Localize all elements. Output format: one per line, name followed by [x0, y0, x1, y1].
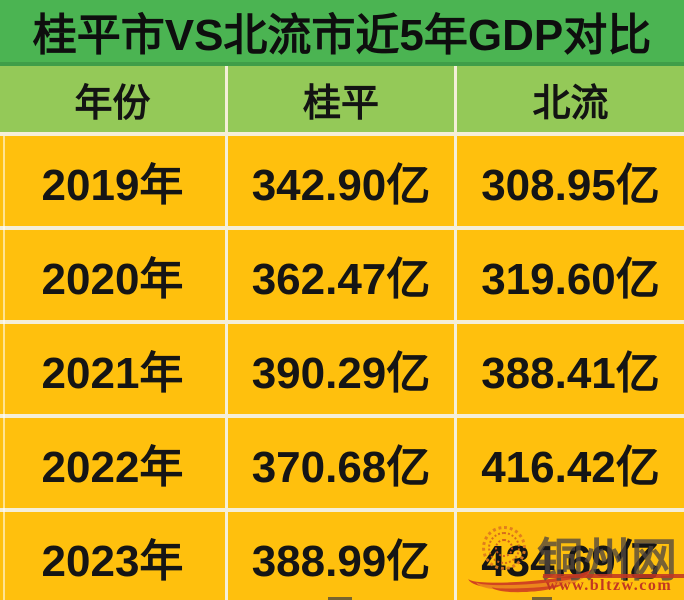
header-cell-beiliu: 北流: [457, 66, 684, 132]
title-separator: [0, 62, 684, 66]
guiping-value-cell: 370.68亿: [228, 418, 454, 508]
year-cell: 2020年: [0, 230, 225, 320]
year-cell: 2022年: [0, 418, 225, 508]
guiping-value-cell: 388.99亿: [228, 512, 454, 600]
guiping-value-cell: 342.90亿: [228, 136, 454, 226]
header-cell-year: 年份: [0, 66, 225, 132]
beiliu-value-cell: 416.42亿: [457, 418, 684, 508]
table-row: 2019年 342.90亿 308.95亿: [0, 136, 684, 226]
left-edge-grid-line: [3, 136, 5, 600]
year-cell: 2021年: [0, 324, 225, 414]
table-row: 2021年 390.29亿 388.41亿: [0, 324, 684, 414]
beiliu-value-cell: 434.69亿: [457, 512, 684, 600]
title-bar: 桂平市VS北流市近5年GDP对比: [0, 0, 684, 62]
table-row: 2020年 362.47亿 319.60亿: [0, 230, 684, 320]
year-cell: 2023年: [0, 512, 225, 600]
year-cell: 2019年: [0, 136, 225, 226]
beiliu-value-cell: 388.41亿: [457, 324, 684, 414]
beiliu-value-cell: 319.60亿: [457, 230, 684, 320]
table-row: 2023年 388.99亿 434.69亿: [0, 512, 684, 600]
guiping-value-cell: 390.29亿: [228, 324, 454, 414]
table-header-row: 年份 桂平 北流: [0, 66, 684, 132]
guiping-value-cell: 362.47亿: [228, 230, 454, 320]
table-row: 2022年 370.68亿 416.42亿: [0, 418, 684, 508]
beiliu-value-cell: 308.95亿: [457, 136, 684, 226]
header-cell-guiping: 桂平: [228, 66, 454, 132]
page-title: 桂平市VS北流市近5年GDP对比: [32, 11, 652, 60]
